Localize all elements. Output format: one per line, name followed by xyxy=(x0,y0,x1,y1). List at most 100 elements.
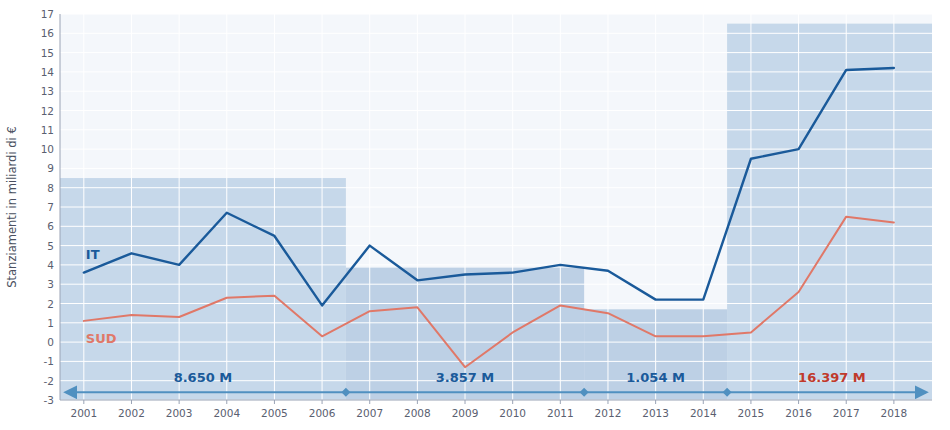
y-axis-label: Stanziamenti in miliardi di € xyxy=(5,126,19,287)
grid-line-y xyxy=(60,110,932,111)
x-tick-label: 2007 xyxy=(356,407,383,419)
grid-line-y xyxy=(60,71,932,72)
grid-line-y xyxy=(60,303,932,304)
y-tick-label: 0 xyxy=(47,336,54,348)
period-band xyxy=(727,24,932,400)
y-tick-label: 17 xyxy=(41,8,54,20)
series-label: SUD xyxy=(86,331,117,346)
grid-line-x xyxy=(655,14,656,400)
x-axis-line xyxy=(60,400,932,401)
x-tick-label: 2004 xyxy=(213,407,240,419)
x-tick-label: 2006 xyxy=(309,407,336,419)
period-label: 3.857 M xyxy=(436,370,495,385)
x-tick-label: 2014 xyxy=(690,407,717,419)
y-tick-label: 15 xyxy=(41,47,54,59)
grid-line-y xyxy=(60,342,932,343)
y-tick-label: 10 xyxy=(41,143,54,155)
x-tick-label: 2010 xyxy=(499,407,526,419)
x-tick xyxy=(750,400,751,404)
y-tick-label: 12 xyxy=(41,105,54,117)
y-tick-label: 1 xyxy=(47,317,54,329)
series-line xyxy=(84,68,894,305)
x-tick xyxy=(560,400,561,404)
y-tick-label: -1 xyxy=(44,355,54,367)
y-tick-label: 3 xyxy=(47,278,54,290)
grid-line-y xyxy=(60,14,932,15)
grid-line-y xyxy=(60,91,932,92)
grid-line-y xyxy=(60,361,932,362)
series-line xyxy=(84,217,894,368)
x-tick xyxy=(274,400,275,404)
x-tick xyxy=(226,400,227,404)
grid-line-x xyxy=(83,14,84,400)
grid-line-x xyxy=(893,14,894,400)
x-tick-label: 2009 xyxy=(452,407,479,419)
grid-line-x xyxy=(798,14,799,400)
y-tick-label: 2 xyxy=(47,298,54,310)
x-tick xyxy=(798,400,799,404)
period-label: 8.650 M xyxy=(174,370,233,385)
y-tick-label: 4 xyxy=(47,259,54,271)
grid-line-x xyxy=(322,14,323,400)
x-tick-label: 2015 xyxy=(738,407,765,419)
grid-line-y xyxy=(60,245,932,246)
grid-line-x xyxy=(131,14,132,400)
period-separator xyxy=(580,388,589,397)
x-tick-label: 2003 xyxy=(166,407,193,419)
x-tick-label: 2017 xyxy=(833,407,860,419)
period-arrow xyxy=(66,391,926,393)
x-tick-label: 2016 xyxy=(785,407,812,419)
y-tick-label: 11 xyxy=(41,124,54,136)
y-tick-label: 16 xyxy=(41,27,55,39)
grid-line-x xyxy=(226,14,227,400)
grid-line-x xyxy=(179,14,180,400)
grid-line-y xyxy=(60,400,932,401)
y-tick-label: -3 xyxy=(44,394,54,406)
x-tick-label: 2005 xyxy=(261,407,288,419)
grid-line-y xyxy=(60,226,932,227)
y-tick-label: -2 xyxy=(44,375,54,387)
period-label: 1.054 M xyxy=(626,370,685,385)
x-tick xyxy=(703,400,704,404)
grid-line-x xyxy=(369,14,370,400)
grid-line-x xyxy=(607,14,608,400)
x-tick xyxy=(322,400,323,404)
x-tick xyxy=(893,400,894,404)
grid-line-x xyxy=(512,14,513,400)
x-tick xyxy=(607,400,608,404)
grid-line-x xyxy=(560,14,561,400)
x-tick-label: 2018 xyxy=(881,407,908,419)
x-tick xyxy=(131,400,132,404)
period-separator xyxy=(723,388,732,397)
grid-line-x xyxy=(417,14,418,400)
grid-line-y xyxy=(60,129,932,130)
plot-background xyxy=(60,14,932,400)
plot-area xyxy=(60,14,932,400)
x-tick xyxy=(465,400,466,404)
x-tick xyxy=(369,400,370,404)
x-tick-label: 2008 xyxy=(404,407,431,419)
grid-line-y xyxy=(60,207,932,208)
grid-line-x xyxy=(274,14,275,400)
page: {"chart_data": { "type": "line", "ylabel… xyxy=(0,0,950,430)
x-tick xyxy=(655,400,656,404)
x-tick xyxy=(417,400,418,404)
grid-line-y xyxy=(60,52,932,53)
grid-line-y xyxy=(60,322,932,323)
period-label: 16.397 M xyxy=(798,370,866,385)
x-tick-label: 2013 xyxy=(642,407,669,419)
y-tick-label: 9 xyxy=(47,162,54,174)
y-tick-label: 7 xyxy=(47,201,54,213)
grid-line-y xyxy=(60,284,932,285)
y-tick-label: 6 xyxy=(47,220,54,232)
grid-line-y xyxy=(60,149,932,150)
series-label: IT xyxy=(86,247,100,262)
x-tick xyxy=(83,400,84,404)
grid-line-y xyxy=(60,33,932,34)
x-tick xyxy=(512,400,513,404)
y-tick-label: 5 xyxy=(47,240,54,252)
period-band xyxy=(60,178,346,400)
chart: -3-2-10123456789101112131415161720012002… xyxy=(0,0,950,430)
grid-line-y xyxy=(60,264,932,265)
x-tick xyxy=(846,400,847,404)
